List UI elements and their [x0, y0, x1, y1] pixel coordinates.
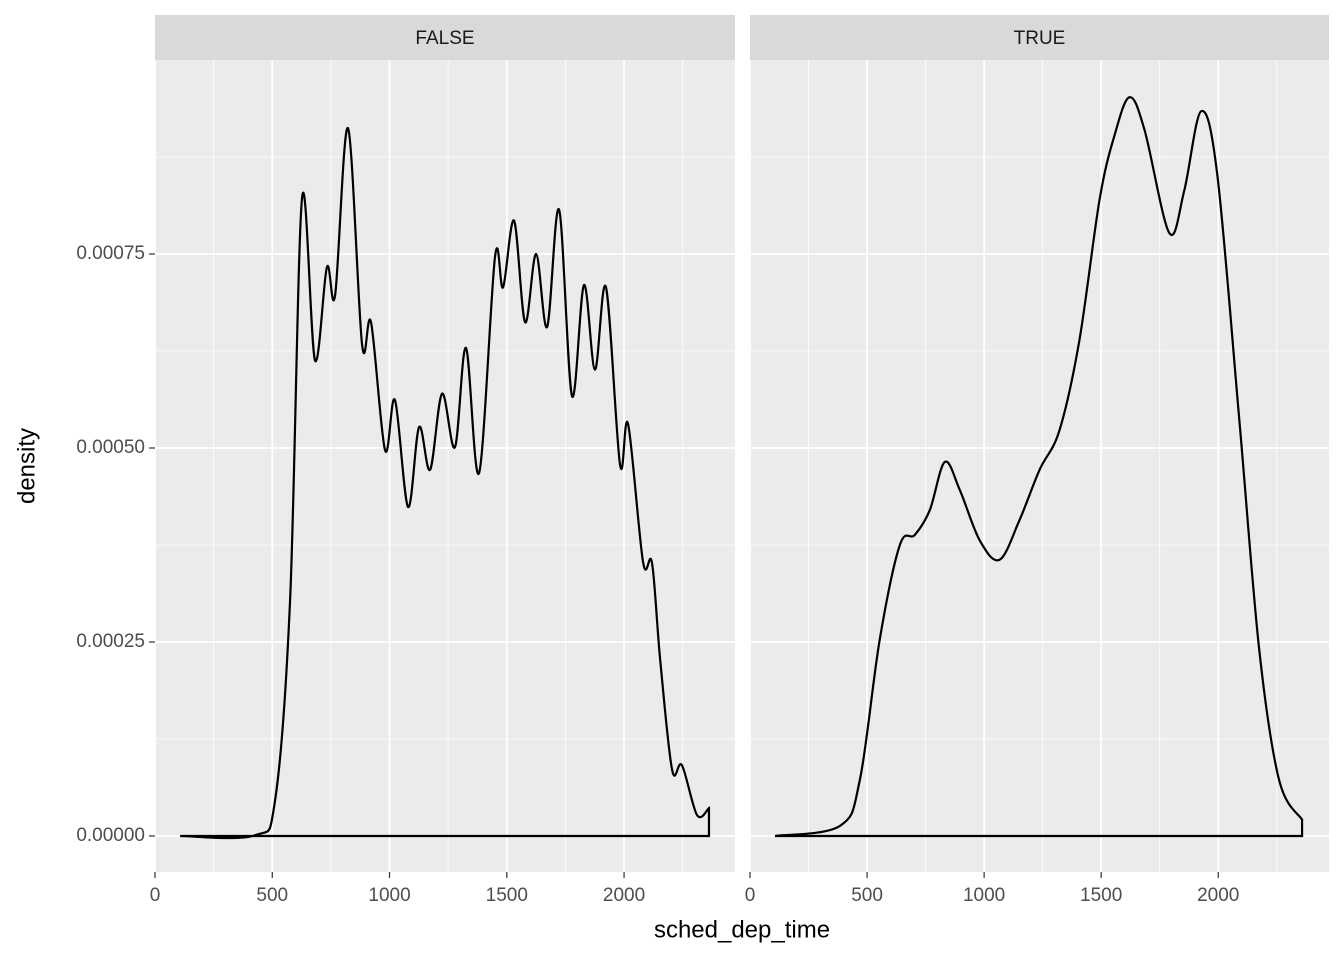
x-tick-label: 1000	[963, 885, 1005, 906]
strip-background	[155, 15, 735, 60]
y-axis-title: density	[13, 428, 40, 504]
strip-label: TRUE	[1014, 28, 1066, 49]
x-tick-label: 500	[256, 885, 288, 906]
x-tick-label: 0	[745, 885, 756, 906]
panel-background	[155, 60, 735, 872]
x-tick-label: 1500	[1080, 885, 1122, 906]
x-tick-label: 2000	[603, 885, 645, 906]
x-tick-label: 2000	[1197, 885, 1239, 906]
y-tick-label: 0.00075	[76, 243, 145, 264]
density-line	[180, 127, 711, 840]
y-tick-label: 0.00050	[76, 437, 145, 458]
strip-background	[750, 15, 1329, 60]
x-tick-label: 0	[150, 885, 161, 906]
x-tick-label: 1000	[368, 885, 410, 906]
strip-label: FALSE	[415, 28, 474, 49]
panel-background	[750, 60, 1329, 872]
x-tick-label: 1500	[486, 885, 528, 906]
x-tick-label: 500	[851, 885, 883, 906]
y-tick-label: 0.00025	[76, 631, 145, 652]
y-tick-label: 0.00000	[76, 825, 145, 846]
x-axis-title: sched_dep_time	[654, 916, 830, 943]
density-line	[774, 96, 1304, 838]
